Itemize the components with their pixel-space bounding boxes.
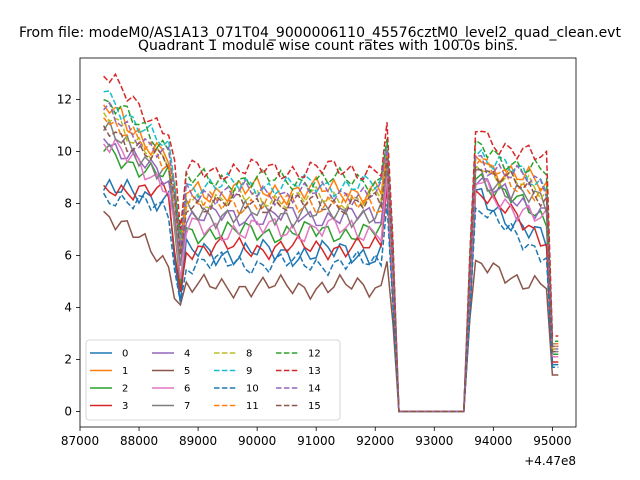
series-layer (102, 72, 559, 413)
x-tick-label: 93000 (415, 434, 453, 448)
x-tick-label: 92000 (356, 434, 394, 448)
legend-label: 7 (184, 401, 190, 412)
series-line-11 (103, 117, 559, 413)
y-tick-label: 4 (64, 300, 72, 314)
legend-label: 1 (122, 366, 128, 377)
legend-label: 12 (308, 349, 321, 360)
x-tick-label: 91000 (297, 434, 335, 448)
series-line-6 (102, 137, 559, 413)
series-line-13 (103, 72, 559, 413)
legend-label: 14 (308, 384, 321, 395)
y-tick-label: 8 (64, 197, 72, 211)
y-tick-label: 6 (64, 248, 72, 262)
plot-frame (79, 57, 577, 428)
x-tick-label: 94000 (474, 434, 512, 448)
series-line-2 (103, 143, 559, 413)
legend-box (85, 339, 341, 421)
series-line-14 (103, 101, 559, 413)
legend-label: 6 (184, 384, 190, 395)
series-line-10 (102, 192, 559, 413)
y-tick-label: 0 (64, 404, 72, 418)
y-axis: 0 2 4 6 8 10 12 (57, 93, 80, 418)
legend-label: 9 (246, 366, 252, 377)
legend-label: 5 (184, 366, 190, 377)
legend-label: 0 (122, 349, 128, 360)
series-line-5 (103, 210, 559, 413)
series-line-9 (103, 90, 559, 413)
legend-label: 11 (246, 401, 259, 412)
x-tick-label: 90000 (238, 434, 276, 448)
x-tick-label: 88000 (120, 434, 158, 448)
series-line-15 (102, 125, 559, 413)
y-tick-label: 10 (57, 145, 72, 159)
x-tick-label: 87000 (61, 434, 99, 448)
series-line-3 (103, 181, 559, 413)
x-axis: 87000 88000 89000 90000 91000 92000 93000 94000… (61, 427, 571, 448)
x-offset-label: +4.47e8 (524, 454, 576, 468)
legend-label: 8 (246, 349, 252, 360)
legend-label: 10 (246, 384, 259, 395)
legend-label: 3 (122, 401, 128, 412)
y-tick-label: 12 (57, 93, 72, 107)
legend-label: 13 (308, 366, 321, 377)
x-tick-label: 95000 (533, 434, 571, 448)
series-line-12 (103, 98, 559, 413)
legend-label: 15 (308, 401, 321, 412)
series-line-7 (102, 119, 559, 413)
legend-label: 2 (122, 384, 128, 395)
chart-title: Quadrant 1 module wise count rates with … (138, 38, 518, 54)
x-tick-label: 89000 (179, 434, 217, 448)
y-tick-label: 2 (64, 352, 72, 366)
legend-label: 4 (184, 349, 190, 360)
chart-suptitle: From file: modeM0/AS1A13_071T04_90000061… (19, 25, 621, 41)
